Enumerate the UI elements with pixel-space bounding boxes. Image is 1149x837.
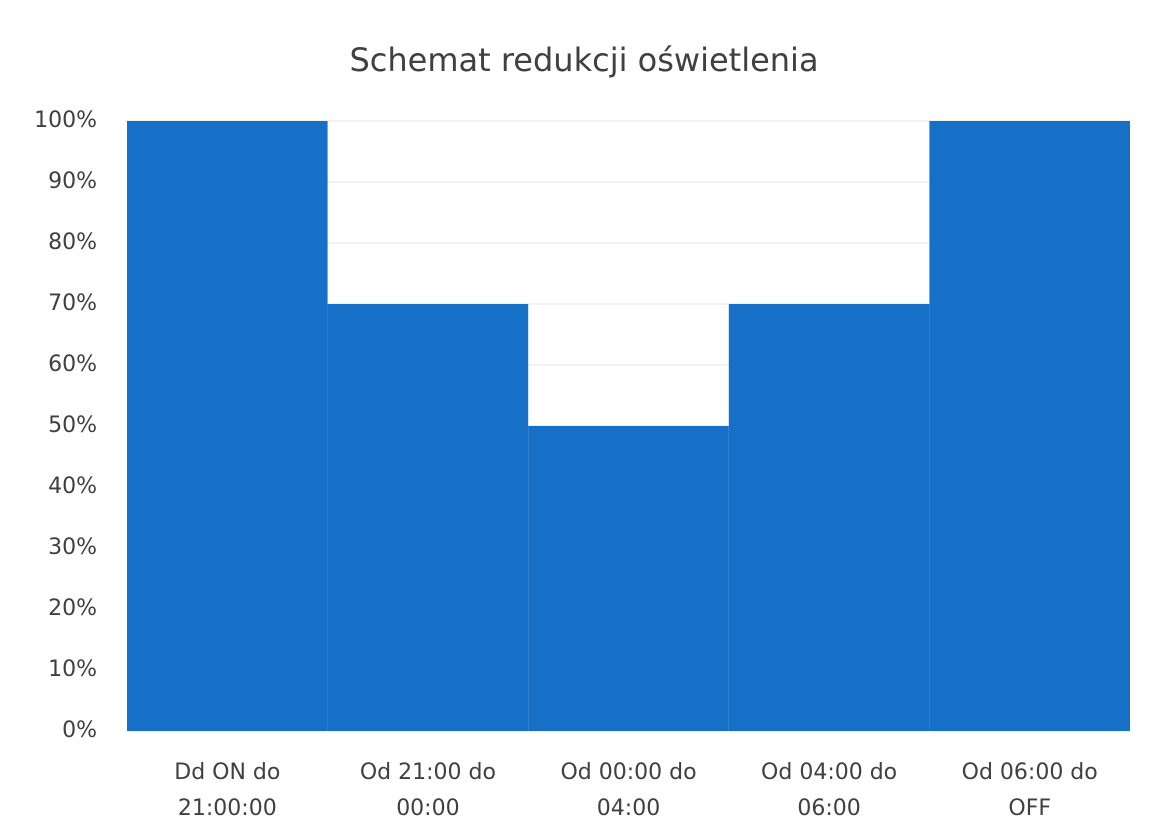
y-tick-label: 100% <box>34 108 97 133</box>
y-tick-label: 10% <box>48 657 97 682</box>
y-tick-label: 80% <box>48 230 97 255</box>
x-tick-label: Od 04:00 do 06:00 <box>761 760 898 821</box>
y-tick-label: 40% <box>48 474 97 499</box>
x-tick-label: Od 21:00 do 00:00 <box>359 760 496 821</box>
chart-title: Schemat redukcji oświetlenia <box>349 41 818 79</box>
y-tick-label: 20% <box>48 596 97 621</box>
bar <box>327 304 529 731</box>
y-tick-label: 60% <box>48 352 97 377</box>
y-tick-label: 70% <box>48 291 97 316</box>
bar <box>127 121 328 731</box>
x-tick-label: Od 00:00 do 04:00 <box>560 760 697 821</box>
x-tick-label: Od 06:00 do OFF <box>961 760 1098 821</box>
bar <box>528 426 729 731</box>
y-tick-label: 90% <box>48 169 97 194</box>
y-tick-label: 0% <box>62 718 97 743</box>
y-tick-label: 50% <box>48 413 97 438</box>
bar <box>728 304 930 731</box>
bar <box>929 121 1130 731</box>
y-tick-label: 30% <box>48 535 97 560</box>
x-tick-label: Dd ON do 21:00:00 <box>174 760 281 821</box>
